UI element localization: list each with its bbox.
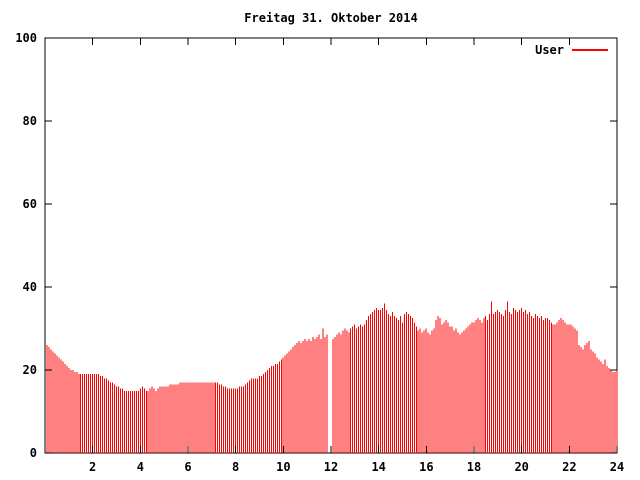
chart-title: Freitag 31. Oktober 2014	[244, 11, 417, 25]
legend-label-user: User	[535, 43, 564, 57]
x-tick-label: 16	[419, 460, 433, 474]
x-tick-label: 2	[89, 460, 96, 474]
y-tick-label: 20	[23, 363, 37, 377]
x-tick-label: 20	[514, 460, 528, 474]
y-tick-label: 100	[15, 31, 37, 45]
x-tick-label: 6	[184, 460, 191, 474]
user-series-bars	[46, 301, 618, 453]
y-tick-label: 80	[23, 114, 37, 128]
x-tick-label: 18	[467, 460, 481, 474]
x-tick-label: 10	[276, 460, 290, 474]
y-tick-label: 0	[30, 446, 37, 460]
x-tick-label: 22	[562, 460, 576, 474]
x-tick-label: 4	[137, 460, 144, 474]
legend: User	[535, 43, 608, 57]
x-tick-label: 24	[610, 460, 624, 474]
x-tick-label: 8	[232, 460, 239, 474]
y-tick-label: 40	[23, 280, 37, 294]
axis-ticks	[45, 37, 618, 454]
y-tick-label: 60	[23, 197, 37, 211]
x-tick-label: 12	[324, 460, 338, 474]
x-tick-label: 14	[371, 460, 385, 474]
